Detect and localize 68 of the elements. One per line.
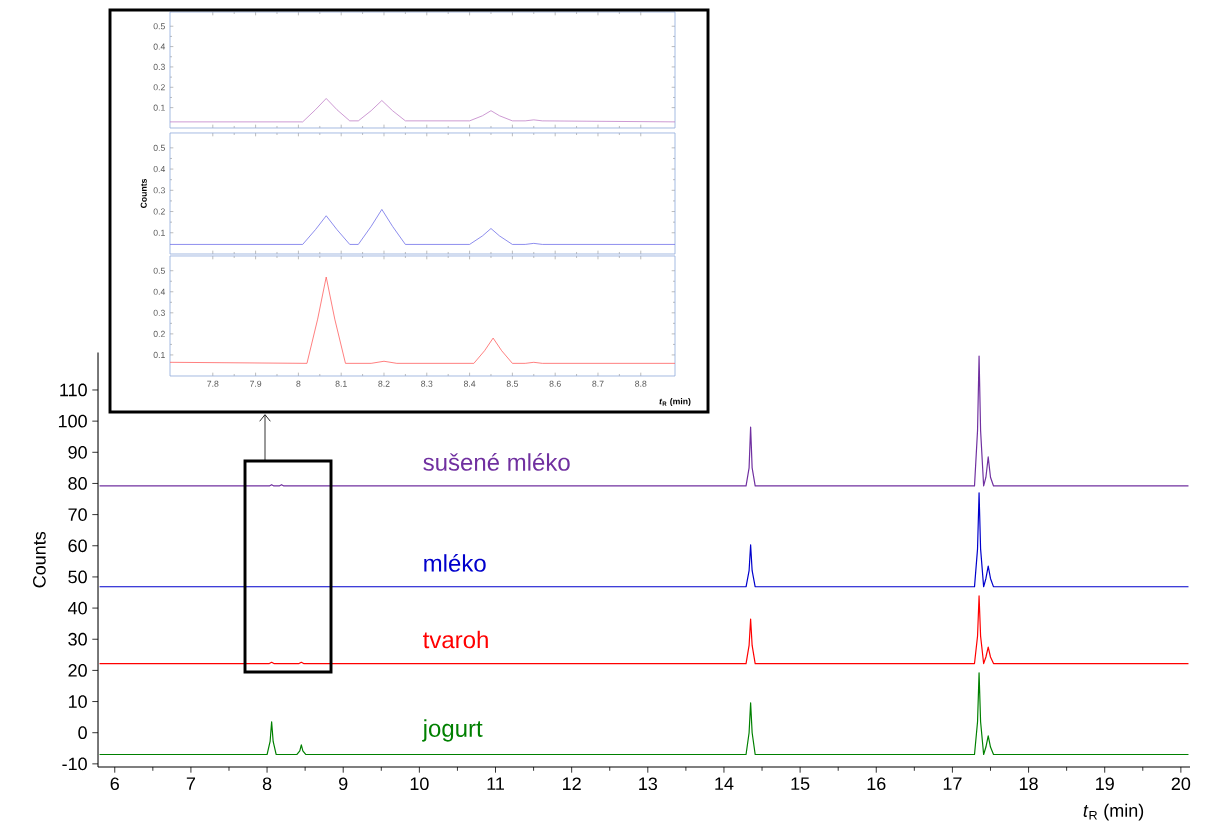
x-tick-label: 12 <box>563 777 581 790</box>
x-tick-label: 15 <box>791 777 810 790</box>
x-tick-label: 18 <box>1019 777 1038 791</box>
y-tick-label: 0.1 <box>153 351 165 358</box>
y-tick-label: 0.5 <box>153 23 165 30</box>
x-tick-label: 8.3 <box>421 380 433 387</box>
line-series <box>170 98 676 123</box>
y-tick-label: 40 <box>68 601 87 615</box>
y-tick-label: 80 <box>68 477 87 490</box>
y-tick-label: 100 <box>58 414 87 428</box>
x-tick-label: 7.9 <box>250 380 262 387</box>
y-tick-label: 0.4 <box>153 288 166 295</box>
y-tick-label: -10 <box>62 757 87 771</box>
series-label: jogurt <box>422 719 483 742</box>
y-tick-label: 20 <box>68 664 87 677</box>
x-tick-label: 9 <box>339 777 348 791</box>
series-label: sušené mléko <box>423 452 570 471</box>
x-tick-label: 14 <box>715 777 734 790</box>
x-tick-label: 19 <box>1096 777 1114 791</box>
y-tick-label: 0.3 <box>153 309 165 316</box>
y-tick-label: 90 <box>68 445 87 459</box>
x-tick-label: 13 <box>639 777 658 791</box>
y-axis-title: Counts <box>140 178 147 209</box>
x-tick-label: 8.4 <box>463 380 476 387</box>
x-tick-label: 6 <box>110 777 119 791</box>
y-tick-label: 0.4 <box>153 166 166 173</box>
y-tick-label: 0.3 <box>153 187 165 194</box>
x-tick-label: 8 <box>296 380 301 387</box>
y-tick-label: 70 <box>68 508 87 521</box>
series-label: tvaroh <box>423 630 488 649</box>
y-tick-label: 60 <box>68 539 87 553</box>
line-series <box>170 209 676 245</box>
y-tick-label: 0.5 <box>153 144 165 151</box>
line-series <box>98 595 1190 665</box>
x-axis-title: t$_{R}$ (min) <box>1083 803 1144 821</box>
y-axis-title: Counts <box>33 531 46 588</box>
line-series <box>98 492 1190 588</box>
x-tick-label: 8.8 <box>635 380 647 387</box>
y-tick-label: 0.5 <box>153 267 165 274</box>
x-tick-label: 11 <box>487 777 504 790</box>
line-series <box>98 672 1190 756</box>
y-tick-label: 110 <box>60 383 87 397</box>
y-tick-label: 10 <box>68 695 87 708</box>
x-tick-label: 8.5 <box>506 380 519 387</box>
x-axis-title: t$_{R}$ (min) <box>659 398 691 407</box>
x-tick-label: 17 <box>943 777 962 790</box>
x-tick-label: 16 <box>867 777 886 791</box>
y-tick-label: 0.2 <box>153 208 165 215</box>
y-tick-label: 0.1 <box>153 229 165 236</box>
y-tick-label: 0.4 <box>153 43 166 50</box>
y-tick-label: 0 <box>78 726 87 740</box>
y-tick-label: 0.2 <box>153 330 165 337</box>
line-series <box>170 276 676 364</box>
x-tick-label: 7.8 <box>207 380 219 387</box>
x-tick-label: 7 <box>186 777 196 790</box>
x-tick-label: 8.2 <box>378 380 390 387</box>
x-tick-label: 8.6 <box>549 380 561 387</box>
y-tick-label: 0.2 <box>153 84 165 91</box>
y-tick-label: 50 <box>68 570 87 584</box>
y-tick-label: 0.3 <box>153 63 165 70</box>
y-tick-label: 0.1 <box>153 104 165 111</box>
x-tick-label: 8.1 <box>335 380 347 387</box>
series-label: mléko <box>424 553 486 572</box>
y-tick-label: 30 <box>68 632 87 646</box>
x-tick-label: 8.7 <box>592 380 604 387</box>
x-tick-label: 8 <box>262 777 272 791</box>
x-tick-label: 10 <box>410 777 429 791</box>
x-tick-label: 20 <box>1171 777 1191 791</box>
